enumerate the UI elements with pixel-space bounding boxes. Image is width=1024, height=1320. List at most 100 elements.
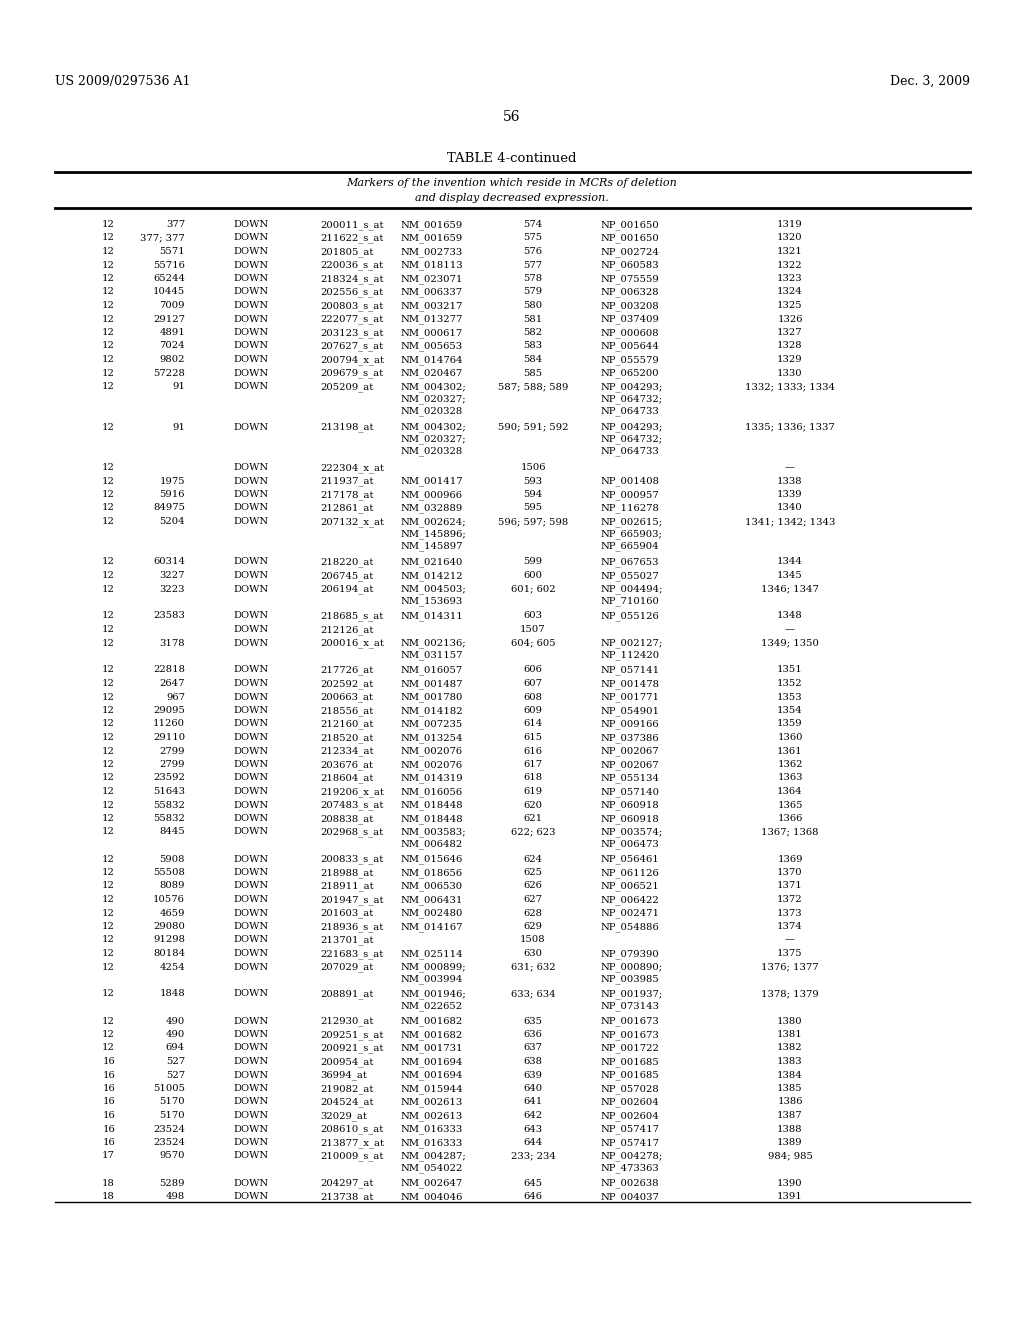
Text: 1375: 1375: [777, 949, 803, 958]
Text: 12: 12: [102, 477, 115, 486]
Text: NM_016333: NM_016333: [400, 1138, 462, 1147]
Text: 202592_at: 202592_at: [319, 678, 374, 689]
Text: DOWN: DOWN: [233, 882, 268, 891]
Text: NM_001417: NM_001417: [400, 477, 463, 486]
Text: 12: 12: [102, 895, 115, 904]
Text: 1328: 1328: [777, 342, 803, 351]
Text: NP_006473: NP_006473: [600, 840, 658, 849]
Text: 617: 617: [523, 760, 543, 770]
Text: 12: 12: [102, 774, 115, 783]
Text: 498: 498: [166, 1192, 185, 1201]
Text: 1383: 1383: [777, 1057, 803, 1067]
Text: NM_001731: NM_001731: [400, 1044, 463, 1053]
Text: 1382: 1382: [777, 1044, 803, 1052]
Text: NM_003583;: NM_003583;: [400, 828, 466, 837]
Text: 615: 615: [523, 733, 543, 742]
Text: 203123_s_at: 203123_s_at: [319, 327, 383, 338]
Text: DOWN: DOWN: [233, 585, 268, 594]
Text: DOWN: DOWN: [233, 624, 268, 634]
Text: NP_001771: NP_001771: [600, 693, 659, 702]
Text: 55508: 55508: [154, 869, 185, 876]
Text: 12: 12: [102, 665, 115, 675]
Text: DOWN: DOWN: [233, 572, 268, 579]
Text: DOWN: DOWN: [233, 463, 268, 473]
Text: 212126_at: 212126_at: [319, 624, 374, 635]
Text: NM_004046: NM_004046: [400, 1192, 463, 1201]
Text: NM_032889: NM_032889: [400, 503, 462, 513]
Text: 18: 18: [102, 1179, 115, 1188]
Text: 12: 12: [102, 381, 115, 391]
Text: 1372: 1372: [777, 895, 803, 904]
Text: 55832: 55832: [154, 814, 185, 822]
Text: NP_055027: NP_055027: [600, 572, 658, 581]
Text: 638: 638: [523, 1057, 543, 1067]
Text: 65244: 65244: [153, 275, 185, 282]
Text: 55716: 55716: [154, 260, 185, 269]
Text: 12: 12: [102, 921, 115, 931]
Text: 12: 12: [102, 1016, 115, 1026]
Text: NM_020467: NM_020467: [400, 368, 462, 379]
Text: NM_013254: NM_013254: [400, 733, 463, 743]
Text: 51005: 51005: [153, 1084, 185, 1093]
Text: 202556_s_at: 202556_s_at: [319, 288, 383, 297]
Text: NM_016056: NM_016056: [400, 787, 462, 797]
Text: DOWN: DOWN: [233, 327, 268, 337]
Text: 206745_at: 206745_at: [319, 572, 374, 581]
Text: 1370: 1370: [777, 869, 803, 876]
Text: 1365: 1365: [777, 800, 803, 809]
Text: 577: 577: [523, 260, 543, 269]
Text: —: —: [785, 463, 795, 473]
Text: 1371: 1371: [777, 882, 803, 891]
Text: 12: 12: [102, 678, 115, 688]
Text: 640: 640: [523, 1084, 543, 1093]
Text: NM_002076: NM_002076: [400, 760, 462, 770]
Text: NM_002733: NM_002733: [400, 247, 462, 256]
Text: NM_020328: NM_020328: [400, 446, 462, 457]
Text: 200794_x_at: 200794_x_at: [319, 355, 384, 364]
Text: NP_005644: NP_005644: [600, 342, 658, 351]
Text: 642: 642: [523, 1111, 543, 1119]
Text: NP_002127;: NP_002127;: [600, 639, 663, 648]
Text: DOWN: DOWN: [233, 733, 268, 742]
Text: NM_001487: NM_001487: [400, 678, 463, 689]
Text: NP_009166: NP_009166: [600, 719, 658, 729]
Text: 1330: 1330: [777, 368, 803, 378]
Text: 625: 625: [523, 869, 543, 876]
Text: NP_056461: NP_056461: [600, 854, 658, 865]
Text: NP_061126: NP_061126: [600, 869, 658, 878]
Text: NP_064733: NP_064733: [600, 446, 658, 457]
Text: DOWN: DOWN: [233, 895, 268, 904]
Text: NM_001780: NM_001780: [400, 693, 463, 702]
Text: 84975: 84975: [153, 503, 185, 512]
Text: 582: 582: [523, 327, 543, 337]
Text: 32029_at: 32029_at: [319, 1111, 367, 1121]
Text: NP_001685: NP_001685: [600, 1057, 658, 1067]
Text: 616: 616: [523, 747, 543, 755]
Text: NP_002067: NP_002067: [600, 760, 658, 770]
Text: NM_014311: NM_014311: [400, 611, 463, 622]
Text: 595: 595: [523, 503, 543, 512]
Text: 80184: 80184: [153, 949, 185, 958]
Text: 218685_s_at: 218685_s_at: [319, 611, 383, 622]
Text: 4891: 4891: [160, 327, 185, 337]
Text: 574: 574: [523, 220, 543, 228]
Text: 16: 16: [102, 1111, 115, 1119]
Text: 627: 627: [523, 895, 543, 904]
Text: 91: 91: [172, 381, 185, 391]
Text: 1367; 1368: 1367; 1368: [761, 828, 819, 837]
Text: NM_014167: NM_014167: [400, 921, 463, 932]
Text: NM_001694: NM_001694: [400, 1057, 463, 1067]
Text: 222077_s_at: 222077_s_at: [319, 314, 383, 325]
Text: 5170: 5170: [160, 1111, 185, 1119]
Text: 1390: 1390: [777, 1179, 803, 1188]
Text: NM_006431: NM_006431: [400, 895, 463, 904]
Text: 645: 645: [523, 1179, 543, 1188]
Text: NP_060918: NP_060918: [600, 800, 658, 810]
Text: 12: 12: [102, 368, 115, 378]
Text: 23524: 23524: [153, 1138, 185, 1147]
Text: NM_000617: NM_000617: [400, 327, 462, 338]
Text: TABLE 4-continued: TABLE 4-continued: [447, 152, 577, 165]
Text: 2647: 2647: [160, 678, 185, 688]
Text: 219082_at: 219082_at: [319, 1084, 374, 1094]
Text: 1329: 1329: [777, 355, 803, 364]
